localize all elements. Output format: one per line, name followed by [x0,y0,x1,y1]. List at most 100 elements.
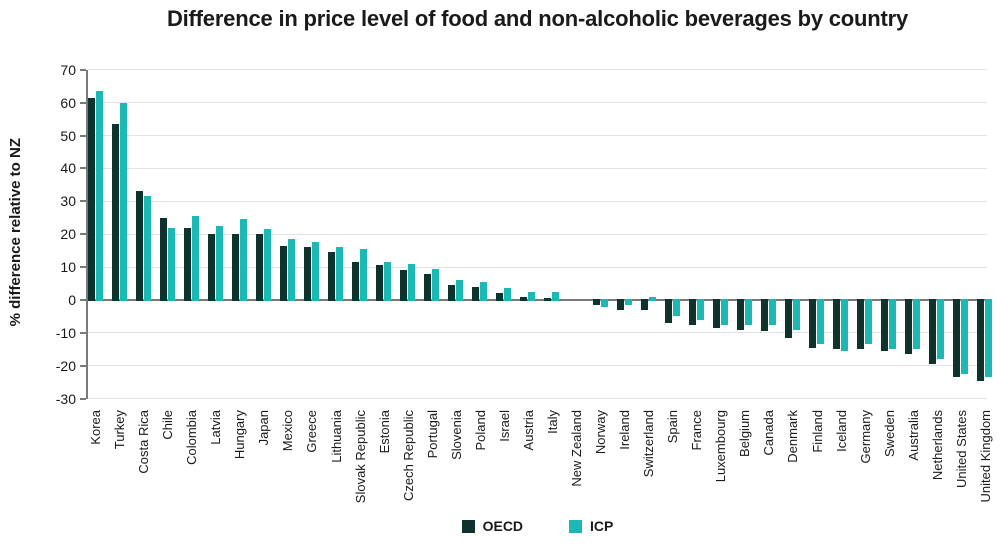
gridline [88,332,987,334]
bar-oecd-denmark [784,299,792,338]
bar-oecd-poland [472,286,480,301]
bar-icp-norway [600,299,608,307]
bar-icp-canada [768,299,776,325]
bar-icp-finland [817,299,824,345]
y-axis-tick [80,68,86,71]
y-axis-tick [80,101,86,104]
y-axis-tick [80,200,86,203]
bar-oecd-austria [520,296,528,301]
legend-item-icp: ICP [569,518,613,534]
bar-icp-chile [167,227,175,301]
bar-icp-latvia [215,225,223,301]
bar-oecd-luxembourg [712,299,720,328]
x-tick-label-germany: Germany [857,410,873,464]
gridline [88,167,987,169]
legend: OECD ICP [88,516,987,536]
y-tick-label: 30 [60,193,76,210]
bar-oecd-belgium [736,299,744,330]
bar-oecd-sweden [881,299,889,351]
bar-icp-netherlands [937,299,945,360]
x-tick-label-colombia: Colombia [184,410,200,465]
bar-icp-poland [480,281,488,301]
x-tick-label-slovak-republic: Slovak Republic [352,410,368,504]
x-tick-label-japan: Japan [256,410,272,446]
gridline [88,102,987,104]
y-axis-tick [80,167,86,170]
bar-oecd-korea [87,97,95,301]
chart-title: Difference in price level of food and no… [166,6,909,31]
legend-swatch-oecd [461,519,475,533]
x-tick-label-korea: Korea [88,410,103,445]
y-tick-label: 10 [60,259,76,276]
x-tick-label-spain: Spain [665,410,681,444]
y-axis-tick [80,266,86,269]
y-tick-label: -10 [55,324,76,341]
x-tick-label-france: France [689,410,705,451]
bar-icp-united-kingdom [985,299,993,378]
bar-oecd-latvia [207,234,215,301]
x-tick-label-sweden: Sweden [881,410,897,457]
bar-icp-austria [528,291,536,301]
bar-oecd-ireland [616,299,624,310]
bar-oecd-colombia [183,227,191,301]
bar-icp-sweden [889,299,897,350]
y-axis-tick [80,331,86,334]
bar-oecd-iceland [833,299,841,350]
x-tick-label-australia: Australia [905,410,921,461]
bar-icp-portugal [432,268,440,301]
bar-icp-australia [913,299,921,350]
bar-oecd-japan [255,234,263,301]
bar-oecd-australia [905,299,913,355]
y-axis-tick [80,134,86,137]
bar-oecd-chile [159,217,167,301]
x-tick-label-iceland: Iceland [833,410,849,452]
bar-oecd-germany [857,299,865,350]
x-tick-label-estonia: Estonia [376,410,392,454]
bar-icp-mexico [287,239,295,301]
x-tick-label-luxembourg: Luxembourg [713,410,729,483]
x-tick-label-ireland: Ireland [617,410,633,450]
bar-oecd-portugal [424,273,432,301]
bar-icp-ireland [624,299,632,305]
bar-icp-israel [504,288,512,301]
y-tick-label: -30 [55,390,76,407]
bar-icp-slovenia [456,280,464,301]
gridline [88,233,987,235]
bar-oecd-estonia [376,265,384,301]
plot-area: 70 60 50 40 30 20 10 0 -10 -20 -30 Korea Turkey Costa… [56,62,993,504]
bar-icp-germany [865,299,873,345]
bar-oecd-united-kingdom [977,299,985,381]
bar-oecd-switzerland [640,299,648,310]
x-tick-label-israel: Israel [496,410,512,442]
bar-icp-colombia [191,216,199,301]
legend-item-oecd: OECD [461,518,523,534]
y-tick-label: 50 [60,127,76,144]
bar-icp-france [696,299,704,320]
bar-icp-italy [552,291,560,301]
x-tick-label-poland: Poland [472,410,488,451]
bar-icp-hungary [239,219,247,301]
gridline [88,266,987,268]
y-axis-tick [80,364,86,367]
bar-icp-korea [95,91,103,301]
bar-oecd-costa-rica [135,191,143,301]
bar-oecd-finland [809,299,816,348]
bar-icp-japan [263,229,271,301]
bar-oecd-france [688,299,696,325]
x-tick-label-united-states: United States [953,410,969,489]
x-tick-label-switzerland: Switzerland [641,410,657,478]
bar-icp-belgium [744,299,752,325]
bar-oecd-mexico [279,245,287,301]
x-tick-label-czech-republic: Czech Republic [400,410,416,502]
bar-icp-switzerland [648,296,656,301]
bar-icp-spain [672,299,680,317]
bar-oecd-hungary [231,234,239,301]
x-tick-label-portugal: Portugal [424,410,440,459]
x-tick-label-netherlands: Netherlands [929,410,945,481]
bar-oecd-united-states [953,299,961,378]
bar-oecd-spain [664,299,672,324]
y-tick-label: 0 [68,292,76,308]
bar-icp-estonia [384,262,392,301]
bar-icp-luxembourg [720,299,728,325]
